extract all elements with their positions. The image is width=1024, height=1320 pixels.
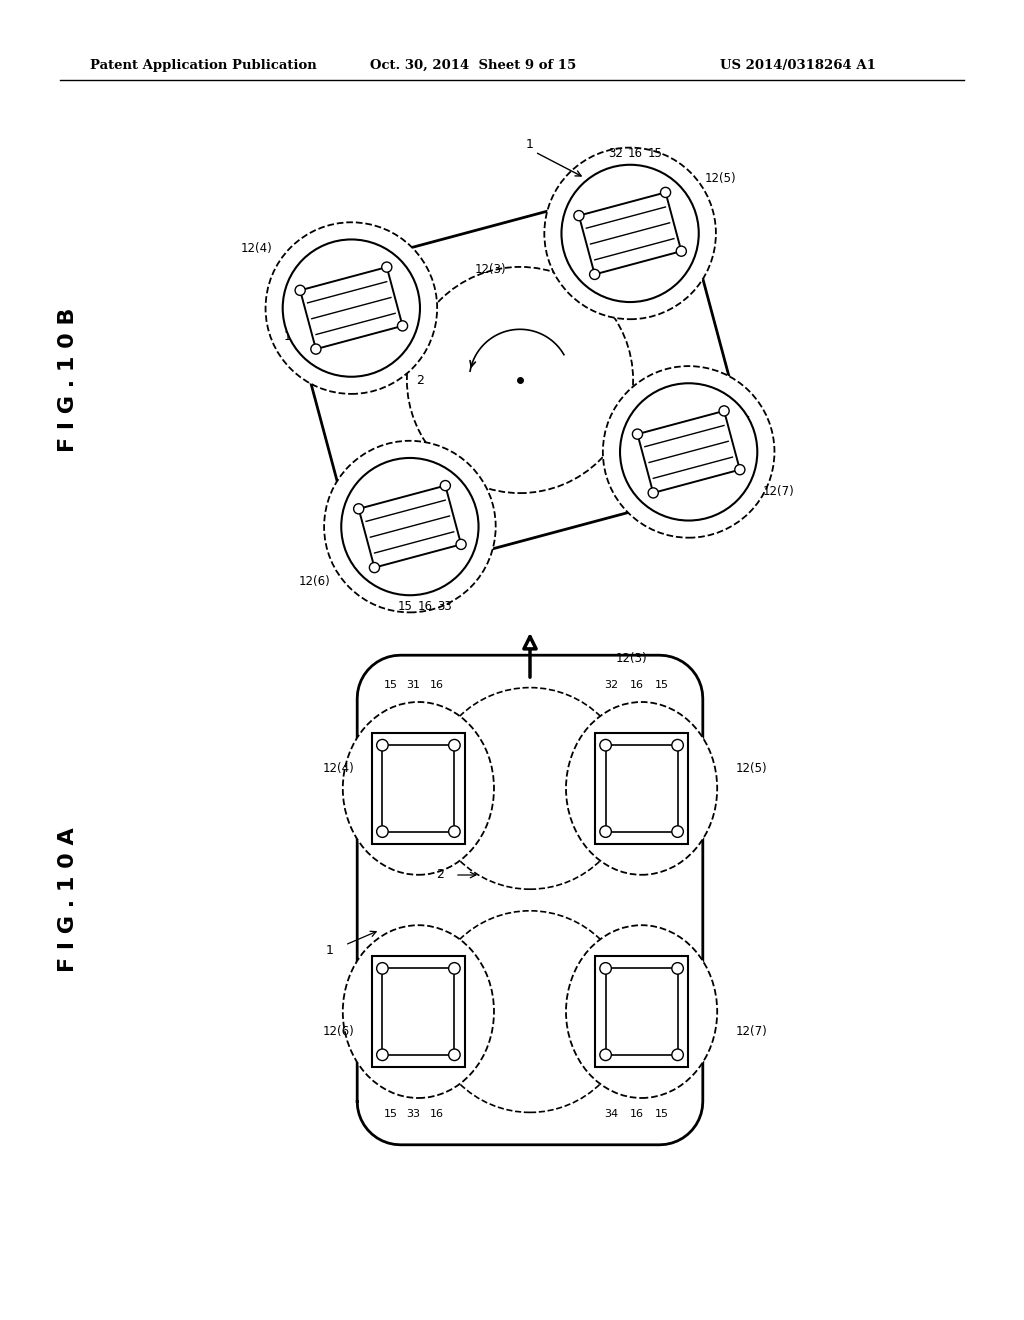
Circle shape bbox=[545, 148, 716, 319]
Circle shape bbox=[660, 187, 671, 198]
Circle shape bbox=[648, 488, 658, 498]
Text: 15: 15 bbox=[397, 601, 413, 612]
Circle shape bbox=[324, 441, 496, 612]
Text: 12(6): 12(6) bbox=[299, 576, 331, 589]
Text: 34: 34 bbox=[604, 1109, 618, 1118]
Text: 12(7): 12(7) bbox=[763, 486, 795, 499]
Bar bbox=[382, 969, 455, 1055]
Circle shape bbox=[573, 211, 584, 220]
Text: 16: 16 bbox=[711, 441, 726, 453]
Text: 2: 2 bbox=[436, 869, 444, 882]
Text: 33: 33 bbox=[437, 601, 453, 612]
Bar bbox=[372, 733, 465, 845]
Text: 12(5): 12(5) bbox=[736, 762, 767, 775]
Circle shape bbox=[449, 826, 460, 837]
Text: 15: 15 bbox=[383, 1109, 397, 1118]
Bar bbox=[595, 733, 688, 845]
Circle shape bbox=[600, 962, 611, 974]
Text: Oct. 30, 2014  Sheet 9 of 15: Oct. 30, 2014 Sheet 9 of 15 bbox=[370, 58, 577, 71]
Text: F I G . 1 0 B: F I G . 1 0 B bbox=[58, 308, 78, 453]
Circle shape bbox=[600, 1049, 611, 1060]
Circle shape bbox=[633, 429, 642, 440]
Text: US 2014/0318264 A1: US 2014/0318264 A1 bbox=[720, 58, 876, 71]
Circle shape bbox=[440, 480, 451, 491]
Text: 12(4): 12(4) bbox=[323, 762, 354, 775]
Circle shape bbox=[295, 285, 305, 296]
Text: 31: 31 bbox=[306, 317, 321, 330]
Text: 1: 1 bbox=[326, 944, 334, 957]
Text: 31: 31 bbox=[407, 680, 421, 690]
Bar bbox=[605, 746, 678, 832]
Circle shape bbox=[311, 345, 321, 354]
Text: 12(5): 12(5) bbox=[705, 172, 736, 185]
Text: 1: 1 bbox=[526, 139, 534, 152]
Text: 12(7): 12(7) bbox=[735, 1026, 767, 1038]
Bar bbox=[595, 956, 688, 1068]
Text: F I G . 1 0 A: F I G . 1 0 A bbox=[58, 828, 78, 973]
Circle shape bbox=[672, 826, 683, 837]
Circle shape bbox=[283, 239, 420, 376]
Text: 15: 15 bbox=[647, 147, 663, 160]
Text: 12(3): 12(3) bbox=[474, 264, 506, 276]
Ellipse shape bbox=[566, 702, 717, 875]
Ellipse shape bbox=[343, 925, 494, 1098]
Text: 16: 16 bbox=[630, 1109, 644, 1118]
Ellipse shape bbox=[343, 702, 494, 875]
Ellipse shape bbox=[566, 925, 717, 1098]
Circle shape bbox=[620, 383, 758, 520]
Circle shape bbox=[672, 962, 683, 974]
Bar bbox=[372, 956, 465, 1068]
Circle shape bbox=[672, 739, 683, 751]
Text: 16: 16 bbox=[630, 680, 644, 690]
Text: 33: 33 bbox=[407, 1109, 421, 1118]
Circle shape bbox=[672, 1049, 683, 1060]
Circle shape bbox=[377, 739, 388, 751]
Text: 16: 16 bbox=[628, 147, 643, 160]
Circle shape bbox=[590, 269, 600, 280]
Bar bbox=[382, 746, 455, 832]
Text: 32: 32 bbox=[604, 680, 618, 690]
Text: 15: 15 bbox=[383, 680, 397, 690]
Text: 16: 16 bbox=[294, 323, 309, 337]
Text: 32: 32 bbox=[607, 147, 623, 160]
Circle shape bbox=[449, 962, 460, 974]
Circle shape bbox=[341, 458, 478, 595]
Circle shape bbox=[370, 562, 380, 573]
Circle shape bbox=[600, 739, 611, 751]
Text: 12(4): 12(4) bbox=[241, 242, 272, 255]
Bar bbox=[605, 969, 678, 1055]
Text: 15: 15 bbox=[654, 1109, 669, 1118]
Text: 16: 16 bbox=[429, 680, 443, 690]
Text: 2: 2 bbox=[416, 374, 424, 387]
Circle shape bbox=[735, 465, 744, 475]
Circle shape bbox=[377, 962, 388, 974]
Text: 12(6): 12(6) bbox=[323, 1026, 354, 1038]
Text: 16: 16 bbox=[429, 1109, 443, 1118]
Text: 16: 16 bbox=[418, 601, 432, 612]
Text: 15: 15 bbox=[736, 416, 751, 429]
Circle shape bbox=[603, 366, 774, 537]
Text: 34: 34 bbox=[726, 428, 741, 441]
Circle shape bbox=[377, 1049, 388, 1060]
Circle shape bbox=[265, 222, 437, 393]
Circle shape bbox=[377, 826, 388, 837]
Text: 12(3): 12(3) bbox=[615, 652, 647, 665]
Circle shape bbox=[397, 321, 408, 331]
Circle shape bbox=[561, 165, 698, 302]
Circle shape bbox=[353, 504, 364, 513]
Circle shape bbox=[600, 826, 611, 837]
Circle shape bbox=[382, 263, 392, 272]
Circle shape bbox=[449, 739, 460, 751]
Circle shape bbox=[456, 540, 466, 549]
Text: Patent Application Publication: Patent Application Publication bbox=[90, 58, 316, 71]
Circle shape bbox=[676, 246, 686, 256]
Circle shape bbox=[719, 405, 729, 416]
Text: 15: 15 bbox=[284, 330, 299, 343]
Text: 15: 15 bbox=[654, 680, 669, 690]
Circle shape bbox=[449, 1049, 460, 1060]
